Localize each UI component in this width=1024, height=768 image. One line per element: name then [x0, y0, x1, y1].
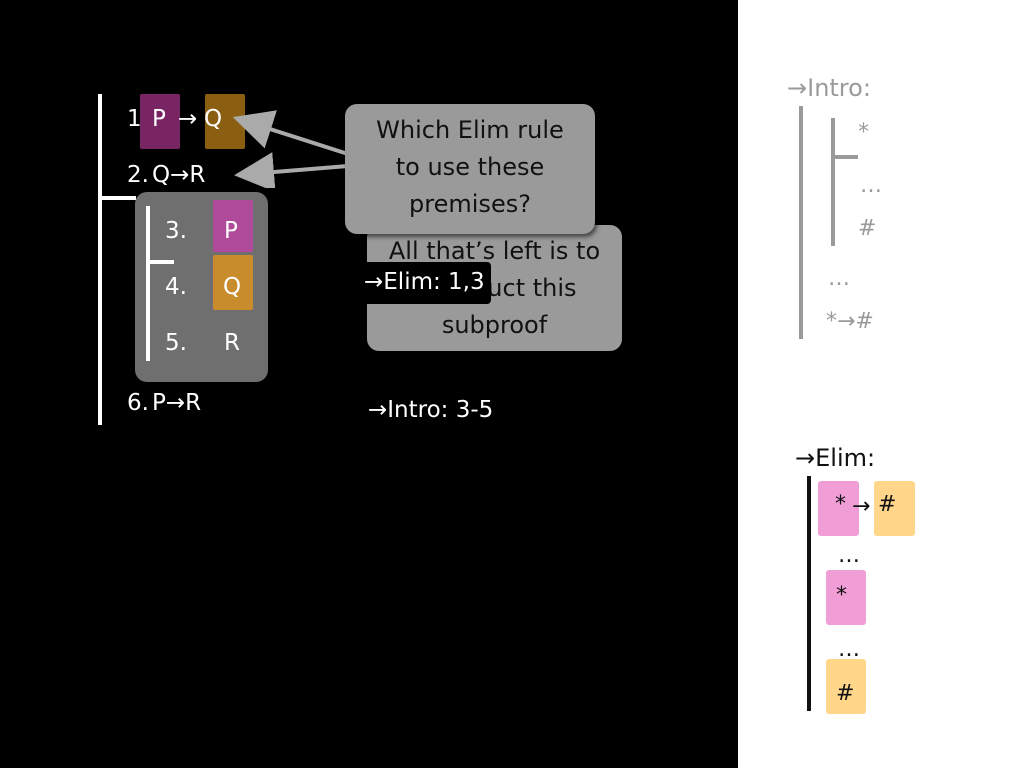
- intro-result: #: [858, 216, 877, 241]
- pointer-arrows: [232, 110, 349, 188]
- elim-scope-line: [807, 476, 811, 711]
- line-6-text: P→R: [152, 390, 202, 416]
- intro-dots-inner: …: [860, 173, 882, 198]
- line-2-text: Q→R: [152, 162, 206, 188]
- line-3-number: 3.: [165, 218, 187, 244]
- elim-question-text: Which Elim rule to use these premises?: [376, 116, 564, 218]
- line-3-highlight: [213, 200, 253, 252]
- elim-dots-1: …: [838, 543, 860, 568]
- line-1-left: P: [152, 106, 166, 132]
- line-1-right: Q: [204, 106, 223, 132]
- line-5-value: R: [224, 330, 240, 356]
- subproof-fitch-bar: [146, 260, 174, 264]
- line-2-number: 2.: [127, 162, 149, 188]
- elim-premise-left: *: [835, 492, 846, 517]
- elim-star2-highlight: [826, 570, 866, 625]
- elim-rule-title: →Elim:: [795, 444, 876, 472]
- elim-question-bubble: Which Elim rule to use these premises?: [345, 104, 595, 234]
- subproof-scope-line: [146, 206, 150, 361]
- intro-rule-title: →Intro:: [787, 74, 871, 102]
- elim-hash-highlight: [874, 481, 915, 536]
- intro-dots-outer: …: [828, 266, 850, 291]
- rules-panel: [738, 0, 1024, 768]
- elim-premise-right: #: [878, 492, 897, 517]
- line-1-p-highlight: [140, 94, 180, 149]
- elim-premise-arrow: →: [852, 494, 871, 519]
- elim-star-highlight: [818, 481, 859, 536]
- intro-outer-line: [799, 106, 803, 339]
- elim-annotation: →Elim: 1,3: [358, 262, 491, 304]
- intro-annotation: →Intro: 3-5: [368, 397, 494, 423]
- line-3-value: P: [224, 218, 238, 244]
- line-4-highlight: [213, 255, 253, 310]
- elim-hash2-highlight: [826, 659, 866, 714]
- outer-fitch-bar: [98, 196, 136, 200]
- line-4-value: Q: [223, 274, 242, 300]
- intro-conclusion: *→#: [826, 309, 874, 334]
- intro-inner-fitch-bar: [831, 155, 858, 159]
- line-6-number: 6.: [127, 390, 149, 416]
- line-1-arrow: →: [178, 106, 198, 132]
- line-5-number: 5.: [165, 330, 187, 356]
- elim-dots-2: …: [838, 637, 860, 662]
- intro-inner-line: [831, 118, 835, 246]
- line-4-number: 4.: [165, 274, 187, 300]
- intro-assumption: *: [858, 120, 869, 145]
- elim-star-line: *: [836, 583, 847, 608]
- outer-scope-line: [98, 94, 102, 425]
- elim-hash-line: #: [836, 681, 855, 706]
